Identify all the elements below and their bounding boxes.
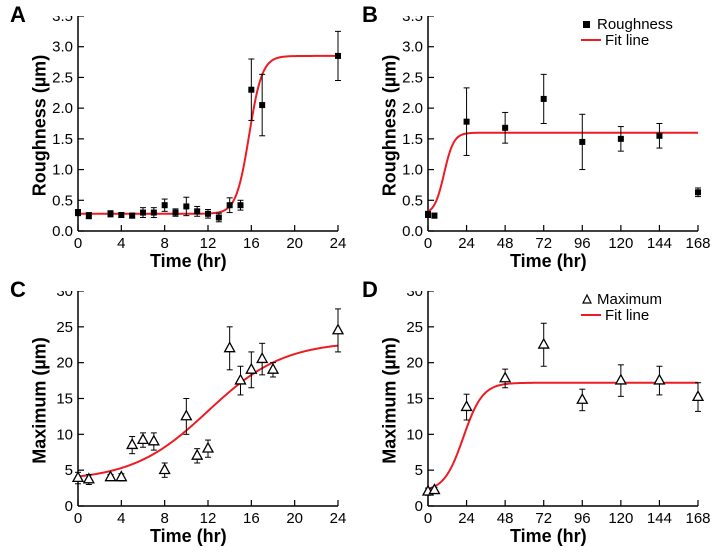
plot-d: 0 24 48 72 96 120 144 168 0 5 10 15 20 25 30 MaximumFit… xyxy=(388,291,712,546)
svg-text:1.0: 1.0 xyxy=(402,162,423,179)
svg-text:3.0: 3.0 xyxy=(402,39,423,56)
svg-text:0.0: 0.0 xyxy=(402,223,423,240)
svg-text:30: 30 xyxy=(56,291,73,300)
svg-text:3.5: 3.5 xyxy=(52,16,73,25)
panel-label-a: A xyxy=(10,2,26,28)
svg-text:0: 0 xyxy=(74,235,82,252)
svg-text:0.0: 0.0 xyxy=(52,223,73,240)
plot-b: 0 24 48 72 96 120 144 168 0.0 0.5 1.0 1.5 2.0 2.5 3.0 3… xyxy=(388,16,712,271)
svg-text:3.0: 3.0 xyxy=(52,39,73,56)
svg-text:72: 72 xyxy=(535,235,552,252)
svg-text:20: 20 xyxy=(406,355,423,372)
svg-text:1.0: 1.0 xyxy=(52,162,73,179)
svg-text:20: 20 xyxy=(56,355,73,372)
svg-text:16: 16 xyxy=(243,510,260,527)
svg-text:2.5: 2.5 xyxy=(402,69,423,86)
svg-text:Fit line: Fit line xyxy=(605,307,649,324)
figure: A Roughness (µm) Time (hr) 048121620240.… xyxy=(0,0,714,554)
svg-text:144: 144 xyxy=(647,235,672,252)
svg-text:20: 20 xyxy=(286,235,303,252)
svg-text:120: 120 xyxy=(608,235,633,252)
svg-text:10: 10 xyxy=(56,426,73,443)
svg-text:48: 48 xyxy=(497,510,514,527)
svg-text:0: 0 xyxy=(415,498,423,515)
svg-text:0.5: 0.5 xyxy=(402,192,423,209)
svg-text:12: 12 xyxy=(200,235,217,252)
svg-text:8: 8 xyxy=(160,235,168,252)
svg-text:16: 16 xyxy=(243,235,260,252)
svg-text:15: 15 xyxy=(406,391,423,408)
svg-text:3.5: 3.5 xyxy=(402,16,423,25)
svg-text:2.5: 2.5 xyxy=(52,69,73,86)
svg-text:5: 5 xyxy=(65,462,73,479)
svg-text:24: 24 xyxy=(330,510,347,527)
svg-text:0: 0 xyxy=(424,235,432,252)
svg-text:12: 12 xyxy=(200,510,217,527)
svg-text:144: 144 xyxy=(647,510,672,527)
svg-text:Roughness: Roughness xyxy=(597,16,673,33)
svg-text:Maximum: Maximum xyxy=(597,291,662,308)
svg-text:25: 25 xyxy=(406,319,423,336)
svg-text:96: 96 xyxy=(574,235,591,252)
svg-text:168: 168 xyxy=(685,235,710,252)
plot-c: 0 4 8 12 16 20 24 0 5 10 15 20 25 30 xyxy=(38,291,348,546)
svg-text:24: 24 xyxy=(458,235,475,252)
svg-text:24: 24 xyxy=(458,510,475,527)
svg-text:15: 15 xyxy=(56,391,73,408)
svg-text:1.5: 1.5 xyxy=(402,131,423,148)
svg-text:120: 120 xyxy=(608,510,633,527)
svg-text:8: 8 xyxy=(160,510,168,527)
svg-text:168: 168 xyxy=(685,510,710,527)
svg-text:72: 72 xyxy=(535,510,552,527)
svg-text:Fit line: Fit line xyxy=(605,32,649,49)
panel-label-d: D xyxy=(362,277,378,303)
svg-text:30: 30 xyxy=(406,291,423,300)
svg-text:0: 0 xyxy=(424,510,432,527)
svg-text:0: 0 xyxy=(74,510,82,527)
panel-label-c: C xyxy=(10,277,26,303)
svg-text:24: 24 xyxy=(330,235,347,252)
svg-text:25: 25 xyxy=(56,319,73,336)
svg-text:0: 0 xyxy=(65,498,73,515)
svg-text:48: 48 xyxy=(497,235,514,252)
svg-text:0.5: 0.5 xyxy=(52,192,73,209)
svg-text:4: 4 xyxy=(117,235,125,252)
svg-text:2.0: 2.0 xyxy=(52,100,73,117)
svg-text:10: 10 xyxy=(406,426,423,443)
svg-text:4: 4 xyxy=(117,510,125,527)
svg-text:1.5: 1.5 xyxy=(52,131,73,148)
plot-a: 0 4 8 12 16 20 24 0.0 0.5 1.0 1.5 2.0 2.5 3.0 3.5 xyxy=(38,16,348,271)
panel-label-b: B xyxy=(362,2,378,28)
svg-text:20: 20 xyxy=(286,510,303,527)
svg-text:2.0: 2.0 xyxy=(402,100,423,117)
svg-text:96: 96 xyxy=(574,510,591,527)
svg-text:5: 5 xyxy=(415,462,423,479)
